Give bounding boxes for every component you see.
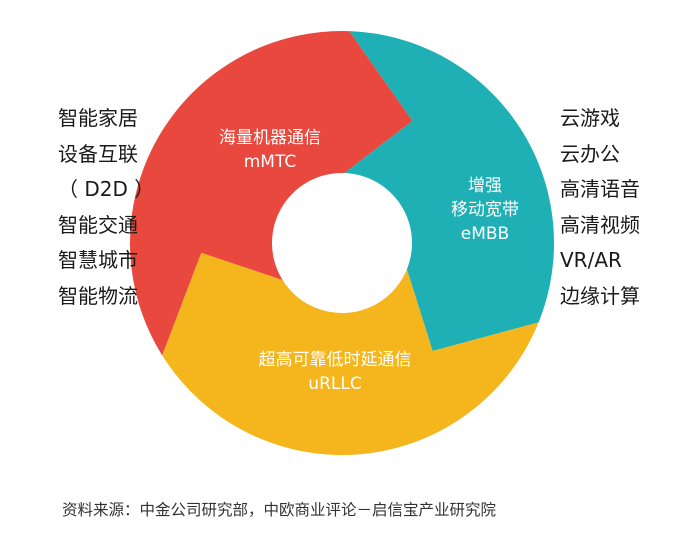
urllc-title: 超高可靠低时延通信 (258, 350, 412, 370)
embb-label: 增强 移动宽带 eMBB (425, 174, 545, 246)
right-item-hd-video: 高清视频 (560, 212, 640, 237)
right-item-cloud-office: 云办公 (560, 141, 620, 166)
mmtc-segment (130, 31, 413, 356)
left-item-smart-home: 智能家居 (58, 106, 138, 130)
right-scenario-list: 云游戏 云办公 高清语音 高清视频 VR/AR 边缘计算 (560, 101, 640, 315)
embb-title-line2: 移动宽带 (451, 200, 519, 220)
embb-segment (344, 31, 554, 352)
source-note: 资料来源：中金公司研究部，中欧商业评论－启信宝产业研究院 (62, 501, 497, 519)
right-item-cloud-gaming: 云游戏 (560, 106, 620, 130)
left-item-smart-logistics: 智能物流 (58, 283, 138, 308)
embb-title-line1: 增强 (468, 176, 502, 196)
mmtc-abbr: mMTC (243, 152, 297, 172)
urllc-abbr: uRLLC (308, 374, 362, 394)
mmtc-title: 海量机器通信 (219, 128, 321, 148)
right-item-edge-computing: 边缘计算 (560, 283, 640, 308)
mmtc-label: 海量机器通信 mMTC (190, 126, 350, 174)
left-item-smart-transport: 智能交通 (58, 212, 138, 237)
left-item-smart-city: 智慧城市 (58, 248, 138, 273)
right-item-vr-ar: VR/AR (560, 248, 622, 273)
urllc-label: 超高可靠低时延通信 uRLLC (225, 348, 445, 396)
left-item-d2d: （ D2D ） (58, 177, 155, 202)
left-item-device-interconnect: 设备互联 (58, 141, 138, 166)
right-item-hd-voice: 高清语音 (560, 177, 640, 202)
embb-abbr: eMBB (460, 224, 510, 244)
left-scenario-list: 智能家居 设备互联 （ D2D ） 智能交通 智慧城市 智能物流 (58, 101, 154, 315)
urllc-segment (162, 252, 539, 456)
